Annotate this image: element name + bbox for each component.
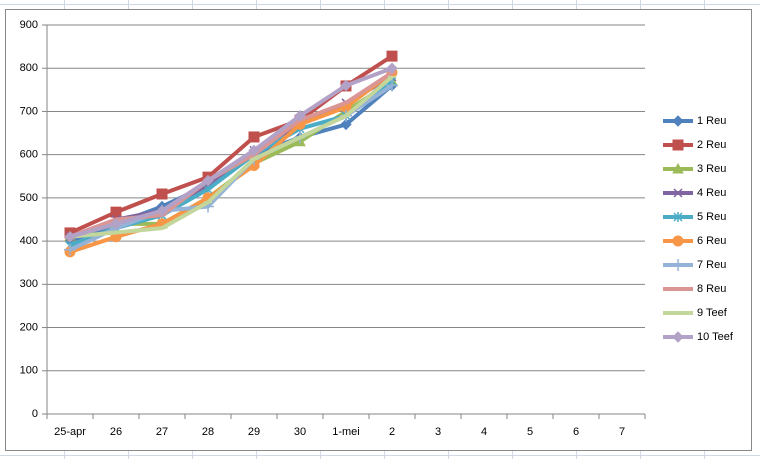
series-line [69, 75, 394, 239]
x-tick-label: 3 [435, 426, 441, 438]
x-tick-label: 30 [294, 426, 306, 438]
marker [672, 139, 684, 151]
marker [672, 331, 684, 343]
x-tick-label: 5 [527, 426, 533, 438]
y-tick-label: 0 [32, 408, 38, 420]
y-tick-label: 900 [20, 19, 38, 31]
legend-label: 9 Teef [697, 307, 728, 319]
legend-label: 2 Reu [697, 139, 726, 151]
legend-item: 6 Reu [663, 235, 726, 247]
marker [673, 188, 683, 198]
marker [64, 243, 76, 256]
marker [672, 115, 684, 127]
series-line [69, 66, 393, 239]
x-tick-label: 7 [619, 426, 625, 438]
marker [672, 162, 684, 174]
marker [156, 205, 168, 217]
legend-item: 2 Reu [663, 139, 726, 151]
legend-item: 10 Teef [663, 331, 734, 343]
legend-label: 4 Reu [697, 187, 726, 199]
x-tick-label: 27 [156, 426, 168, 438]
legend-label: 1 Reu [697, 115, 726, 127]
x-tick-label: 28 [202, 426, 214, 438]
marker [156, 188, 168, 200]
legend-item: 5 Reu [663, 211, 726, 223]
legend-label: 5 Reu [697, 211, 726, 223]
marker [248, 131, 260, 143]
y-tick-label: 800 [20, 62, 38, 74]
marker [202, 174, 214, 187]
y-tick-label: 300 [20, 278, 38, 290]
marker [110, 206, 122, 218]
marker [386, 50, 398, 62]
x-tick-label: 6 [573, 426, 579, 438]
x-tick-label: 2 [389, 426, 395, 438]
marker [64, 231, 76, 243]
marker [340, 118, 352, 131]
marker [386, 79, 398, 92]
y-tick-label: 700 [20, 105, 38, 117]
x-tick-label: 29 [248, 426, 260, 438]
x-tick-label: 26 [110, 426, 122, 438]
marker [386, 62, 398, 74]
marker [672, 235, 684, 247]
legend-label: 3 Reu [697, 163, 726, 175]
marker [340, 79, 352, 92]
marker [672, 259, 684, 271]
legend-item: 7 Reu [663, 259, 726, 271]
legend-label: 8 Reu [697, 283, 726, 295]
x-tick-label: 4 [481, 426, 487, 438]
legend-label: 6 Reu [697, 235, 726, 247]
x-tick-label: 25-apr [54, 426, 86, 438]
y-tick-label: 200 [20, 321, 38, 333]
legend-item: 4 Reu [663, 187, 726, 199]
x-tick-label: 1-mei [332, 426, 360, 438]
y-tick-label: 100 [20, 365, 38, 377]
marker [248, 144, 260, 157]
y-tick-label: 600 [20, 149, 38, 161]
legend-label: 10 Teef [697, 331, 734, 343]
legend-label: 7 Reu [697, 259, 726, 271]
y-tick-label: 400 [20, 235, 38, 247]
marker [294, 110, 306, 122]
y-tick-label: 500 [20, 192, 38, 204]
legend-item: 3 Reu [663, 163, 726, 175]
series [64, 62, 398, 243]
legend-item: 9 Teef [663, 307, 728, 319]
legend-item: 8 Reu [663, 283, 726, 295]
marker [110, 218, 122, 230]
legend-item: 1 Reu [663, 115, 726, 127]
marker [673, 212, 683, 222]
